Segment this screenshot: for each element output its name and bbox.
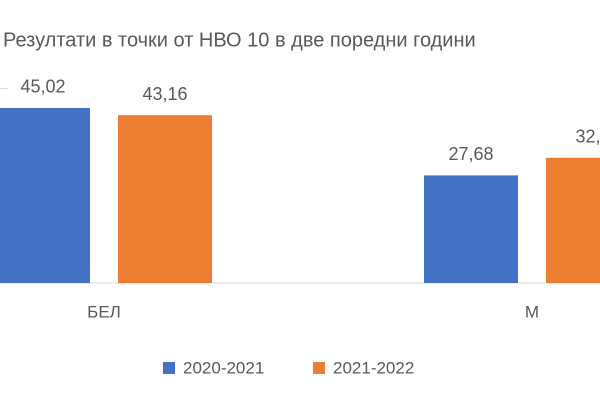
bar: [424, 175, 518, 283]
x-tick-label: БЕЛ: [87, 302, 121, 321]
x-tick-label: М: [525, 302, 539, 321]
bar: [546, 157, 600, 283]
data-label: 43,16: [142, 84, 187, 104]
data-label: 27,68: [448, 144, 493, 164]
data-label: 32,2: [575, 127, 600, 147]
legend-swatch: [313, 362, 325, 374]
bar: [118, 115, 212, 284]
bar: [0, 107, 90, 283]
chart-title: Резултати в точки от НВО 10 в две поредн…: [3, 29, 476, 51]
legend-swatch: [163, 362, 175, 374]
legend-label: 2021-2022: [333, 358, 414, 377]
legend-label: 2020-2021: [183, 358, 264, 377]
data-label: 45,02: [20, 77, 65, 97]
